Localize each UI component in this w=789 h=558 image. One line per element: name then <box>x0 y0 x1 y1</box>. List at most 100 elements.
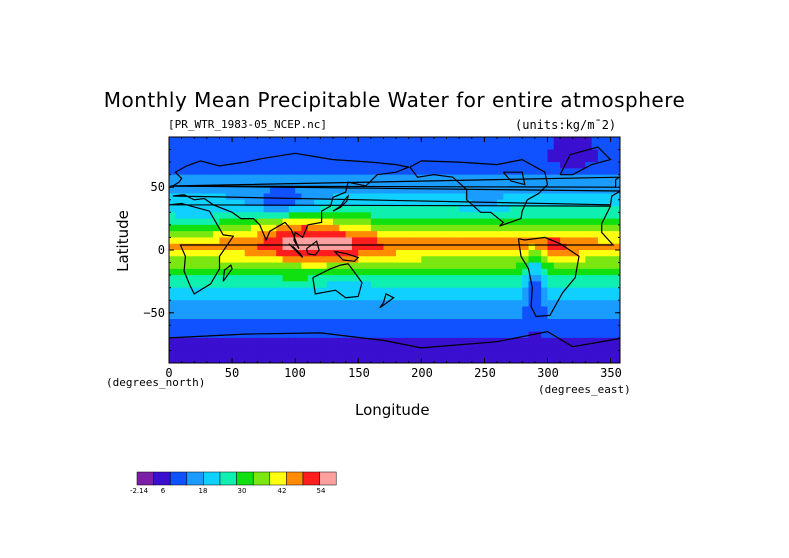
field-cell <box>213 180 221 188</box>
field-cell <box>232 293 239 301</box>
field-cell <box>282 187 290 195</box>
field-cell <box>484 162 492 169</box>
field-cell <box>301 331 309 339</box>
field-cell <box>295 319 303 326</box>
field-cell <box>528 155 536 163</box>
field-cell <box>276 187 284 195</box>
field-cell <box>389 344 397 352</box>
field-cell <box>244 212 252 220</box>
field-cell <box>169 306 176 314</box>
field-cell <box>383 218 391 226</box>
field-cell <box>288 206 296 213</box>
x-axis-label: Longitude <box>355 401 430 419</box>
field-cell <box>244 143 252 151</box>
field-cell <box>339 143 347 151</box>
field-cell <box>490 281 498 289</box>
field-cell <box>194 319 202 326</box>
field-cell <box>522 218 530 226</box>
field-cell <box>515 224 523 232</box>
field-cell <box>269 218 277 226</box>
field-cell <box>326 212 334 220</box>
field-cell <box>175 268 183 276</box>
field-cell <box>572 300 580 308</box>
field-cell <box>314 344 321 352</box>
field-cell <box>566 268 574 276</box>
field-cell <box>415 256 422 264</box>
field-cell <box>333 212 340 220</box>
field-cell <box>358 237 366 245</box>
field-cell <box>478 231 485 239</box>
field-cell <box>263 237 271 245</box>
field-cell <box>503 162 511 169</box>
field-cell <box>175 350 183 358</box>
field-cell <box>471 149 479 157</box>
field-cell <box>320 187 328 195</box>
field-cell <box>402 275 410 282</box>
field-cell <box>427 287 435 295</box>
field-cell <box>452 243 460 251</box>
field-cell <box>364 193 372 201</box>
field-cell <box>181 218 189 226</box>
field-cell <box>433 325 441 333</box>
field-cell <box>169 281 176 289</box>
field-cell <box>522 262 530 270</box>
field-cell <box>295 262 303 270</box>
field-cell <box>251 300 258 308</box>
field-cell <box>345 231 353 239</box>
field-cell <box>585 312 593 320</box>
field-cell <box>427 256 435 264</box>
field-cell <box>566 256 574 264</box>
field-cell <box>484 143 492 151</box>
field-cell <box>364 306 372 314</box>
field-cell <box>370 262 378 270</box>
field-cell <box>288 281 296 289</box>
field-cell <box>616 168 620 176</box>
field-cell <box>295 356 303 363</box>
field-cell <box>604 162 612 169</box>
field-cell <box>251 243 258 251</box>
field-cell <box>446 180 454 188</box>
field-cell <box>440 243 448 251</box>
field-cell <box>389 268 397 276</box>
field-cell <box>427 155 435 163</box>
field-cell <box>515 174 523 182</box>
field-cell <box>238 268 246 276</box>
field-cell <box>610 224 618 232</box>
field-cell <box>396 206 403 213</box>
field-cell <box>402 350 410 358</box>
field-cell <box>276 193 284 201</box>
field-cell <box>257 218 265 226</box>
field-cell <box>244 325 252 333</box>
field-cell <box>244 281 252 289</box>
field-cell <box>440 180 448 188</box>
field-cell <box>459 250 467 257</box>
field-cell <box>471 168 479 176</box>
field-cell <box>377 193 385 201</box>
field-cell <box>509 306 517 314</box>
field-cell <box>257 206 265 213</box>
field-cell <box>232 243 239 251</box>
field-cell <box>579 237 586 245</box>
field-cell <box>547 268 555 276</box>
field-cell <box>282 193 290 201</box>
field-cell <box>497 312 504 320</box>
field-cell <box>181 224 189 232</box>
field-cell <box>307 300 315 308</box>
field-cell <box>597 199 605 207</box>
field-cell <box>333 218 340 226</box>
field-cell <box>433 231 441 239</box>
field-cell <box>314 199 321 207</box>
field-cell <box>415 268 422 276</box>
field-cell <box>326 306 334 314</box>
field-cell <box>263 231 271 239</box>
field-cell <box>515 256 523 264</box>
field-cell <box>345 337 353 345</box>
field-cell <box>522 293 530 301</box>
field-cell <box>377 356 385 363</box>
field-cell <box>547 143 555 151</box>
field-cell <box>490 187 498 195</box>
field-cell <box>225 256 233 264</box>
field-cell <box>244 187 252 195</box>
field-cell <box>490 268 498 276</box>
field-cell <box>181 206 189 213</box>
